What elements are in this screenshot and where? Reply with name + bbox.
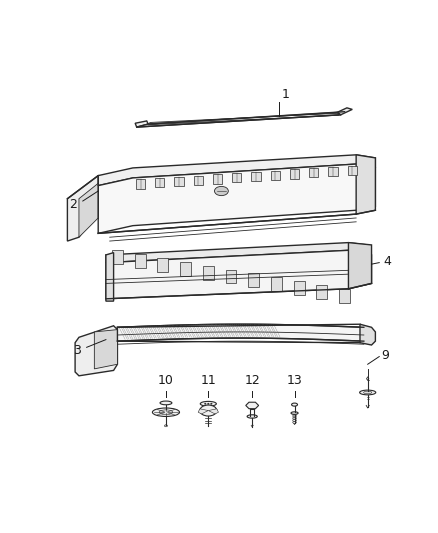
Polygon shape bbox=[174, 177, 184, 186]
Ellipse shape bbox=[247, 415, 257, 418]
Ellipse shape bbox=[364, 391, 372, 394]
Polygon shape bbox=[180, 262, 191, 276]
Polygon shape bbox=[98, 164, 375, 233]
Ellipse shape bbox=[360, 390, 376, 395]
Ellipse shape bbox=[208, 403, 209, 405]
Ellipse shape bbox=[159, 410, 173, 415]
Polygon shape bbox=[356, 155, 375, 214]
Polygon shape bbox=[317, 285, 327, 299]
Polygon shape bbox=[290, 169, 299, 179]
Polygon shape bbox=[248, 273, 259, 287]
Polygon shape bbox=[79, 183, 98, 237]
Text: 9: 9 bbox=[381, 349, 389, 361]
Polygon shape bbox=[246, 402, 258, 409]
Polygon shape bbox=[106, 253, 113, 301]
Ellipse shape bbox=[152, 408, 180, 416]
Polygon shape bbox=[367, 377, 369, 380]
Text: 2: 2 bbox=[69, 198, 77, 211]
Text: 12: 12 bbox=[244, 374, 260, 386]
Polygon shape bbox=[251, 172, 261, 181]
Polygon shape bbox=[349, 243, 371, 289]
Polygon shape bbox=[94, 329, 117, 369]
Polygon shape bbox=[360, 324, 375, 345]
Polygon shape bbox=[348, 166, 357, 175]
Polygon shape bbox=[339, 289, 350, 303]
Text: 3: 3 bbox=[74, 344, 81, 357]
Polygon shape bbox=[75, 326, 117, 376]
Polygon shape bbox=[309, 168, 318, 177]
Ellipse shape bbox=[200, 401, 216, 406]
Polygon shape bbox=[135, 254, 145, 268]
Polygon shape bbox=[194, 176, 203, 185]
Text: 1: 1 bbox=[282, 88, 290, 101]
Polygon shape bbox=[135, 121, 148, 127]
Polygon shape bbox=[203, 265, 214, 280]
Text: 4: 4 bbox=[383, 255, 391, 268]
Polygon shape bbox=[136, 180, 145, 189]
Ellipse shape bbox=[215, 187, 228, 196]
Polygon shape bbox=[67, 175, 98, 241]
Ellipse shape bbox=[205, 403, 206, 405]
Polygon shape bbox=[213, 174, 222, 184]
Polygon shape bbox=[294, 281, 304, 295]
Polygon shape bbox=[328, 167, 338, 176]
Text: 10: 10 bbox=[158, 374, 174, 386]
Ellipse shape bbox=[292, 403, 297, 406]
Polygon shape bbox=[232, 173, 241, 182]
Polygon shape bbox=[158, 258, 168, 272]
Ellipse shape bbox=[160, 401, 172, 405]
Polygon shape bbox=[106, 251, 371, 299]
Polygon shape bbox=[226, 270, 237, 284]
Ellipse shape bbox=[211, 403, 212, 405]
Polygon shape bbox=[98, 155, 375, 185]
Polygon shape bbox=[106, 243, 371, 263]
Polygon shape bbox=[271, 277, 282, 291]
Text: 13: 13 bbox=[286, 374, 302, 386]
Polygon shape bbox=[271, 171, 280, 180]
Ellipse shape bbox=[200, 405, 217, 416]
Polygon shape bbox=[198, 409, 208, 414]
Polygon shape bbox=[117, 324, 364, 341]
Ellipse shape bbox=[164, 425, 167, 427]
Polygon shape bbox=[337, 108, 352, 115]
Polygon shape bbox=[155, 178, 164, 188]
Polygon shape bbox=[112, 251, 123, 264]
Polygon shape bbox=[137, 112, 341, 127]
Text: 11: 11 bbox=[201, 374, 216, 386]
Polygon shape bbox=[208, 409, 219, 414]
Ellipse shape bbox=[291, 412, 298, 414]
